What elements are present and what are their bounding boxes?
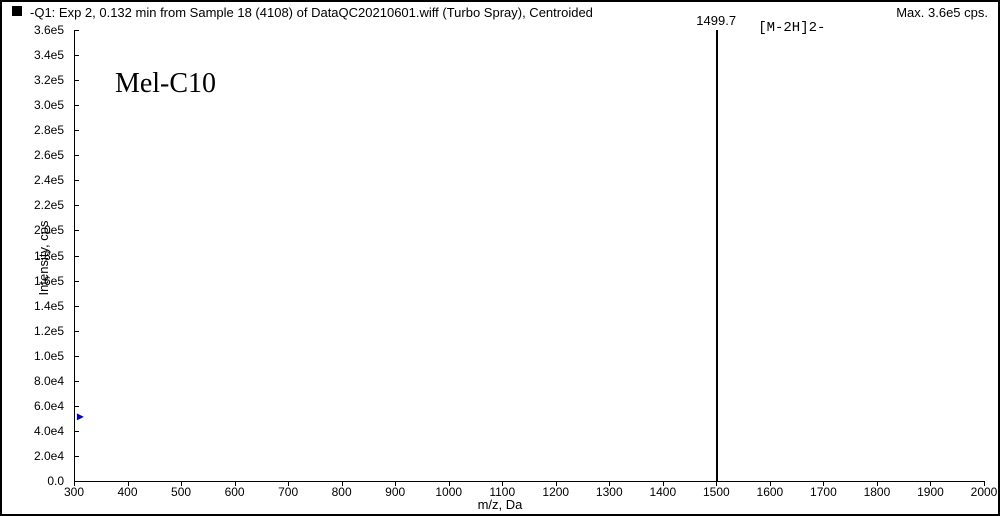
y-tick-label: 1.8e5 bbox=[34, 249, 74, 263]
y-tick-label: 2.0e5 bbox=[34, 223, 74, 237]
y-tick-mark bbox=[74, 331, 79, 332]
y-tick-label: 2.0e4 bbox=[34, 449, 74, 463]
header-bar: -Q1: Exp 2, 0.132 min from Sample 18 (41… bbox=[12, 5, 988, 25]
y-tick-label: 2.8e5 bbox=[34, 123, 74, 137]
x-tick-mark bbox=[235, 481, 236, 486]
y-tick-label: 3.2e5 bbox=[34, 73, 74, 87]
y-tick-mark bbox=[74, 205, 79, 206]
y-tick-mark bbox=[74, 80, 79, 81]
x-tick-mark bbox=[74, 481, 75, 486]
chart-frame: -Q1: Exp 2, 0.132 min from Sample 18 (41… bbox=[0, 0, 1000, 516]
x-tick-mark bbox=[930, 481, 931, 486]
x-tick-mark bbox=[288, 481, 289, 486]
y-tick-mark bbox=[74, 356, 79, 357]
spectrum-icon bbox=[12, 6, 22, 16]
y-tick-label: 1.6e5 bbox=[34, 274, 74, 288]
y-tick-label: 3.0e5 bbox=[34, 98, 74, 112]
x-tick-mark bbox=[342, 481, 343, 486]
y-tick-mark bbox=[74, 406, 79, 407]
y-tick-mark bbox=[74, 130, 79, 131]
x-tick-mark bbox=[449, 481, 450, 486]
plot-area: 0.02.0e44.0e46.0e48.0e41.0e51.2e51.4e51.… bbox=[74, 30, 984, 482]
y-tick-label: 2.6e5 bbox=[34, 148, 74, 162]
y-tick-label: 1.4e5 bbox=[34, 299, 74, 313]
peak-annotation: [M-2H]2- bbox=[758, 20, 825, 36]
y-tick-mark bbox=[74, 155, 79, 156]
y-tick-mark bbox=[74, 256, 79, 257]
x-tick-mark bbox=[128, 481, 129, 486]
y-tick-mark bbox=[74, 105, 79, 106]
y-tick-label: 2.4e5 bbox=[34, 173, 74, 187]
x-tick-mark bbox=[609, 481, 610, 486]
y-tick-mark bbox=[74, 180, 79, 181]
x-tick-mark bbox=[770, 481, 771, 486]
x-tick-mark bbox=[181, 481, 182, 486]
y-tick-label: 3.6e5 bbox=[34, 23, 74, 37]
peak-line bbox=[716, 30, 718, 481]
y-tick-label: 3.4e5 bbox=[34, 48, 74, 62]
y-tick-label: 4.0e4 bbox=[34, 424, 74, 438]
x-axis-label: m/z, Da bbox=[478, 497, 523, 512]
peak-mz-label: 1499.7 bbox=[696, 13, 736, 28]
header-right-text: Max. 3.6e5 cps. bbox=[896, 5, 988, 20]
y-tick-mark bbox=[74, 431, 79, 432]
y-tick-label: 8.0e4 bbox=[34, 374, 74, 388]
y-tick-label: 1.0e5 bbox=[34, 349, 74, 363]
y-tick-mark bbox=[74, 55, 79, 56]
y-tick-mark bbox=[74, 456, 79, 457]
sample-label: Mel-C10 bbox=[115, 68, 216, 100]
y-tick-label: 1.2e5 bbox=[34, 324, 74, 338]
x-tick-mark bbox=[502, 481, 503, 486]
x-tick-mark bbox=[556, 481, 557, 486]
y-tick-mark bbox=[74, 381, 79, 382]
x-tick-mark bbox=[663, 481, 664, 486]
x-tick-mark bbox=[395, 481, 396, 486]
x-tick-mark bbox=[823, 481, 824, 486]
y-tick-mark bbox=[74, 281, 79, 282]
y-tick-mark bbox=[74, 230, 79, 231]
cursor-marker-icon: ▸ bbox=[77, 408, 84, 425]
y-tick-mark bbox=[74, 306, 79, 307]
header-left-text: -Q1: Exp 2, 0.132 min from Sample 18 (41… bbox=[30, 5, 593, 20]
x-tick-mark bbox=[877, 481, 878, 486]
x-tick-mark bbox=[716, 481, 717, 486]
y-tick-label: 2.2e5 bbox=[34, 198, 74, 212]
x-tick-mark bbox=[984, 481, 985, 486]
y-tick-label: 6.0e4 bbox=[34, 399, 74, 413]
y-tick-mark bbox=[74, 30, 79, 31]
